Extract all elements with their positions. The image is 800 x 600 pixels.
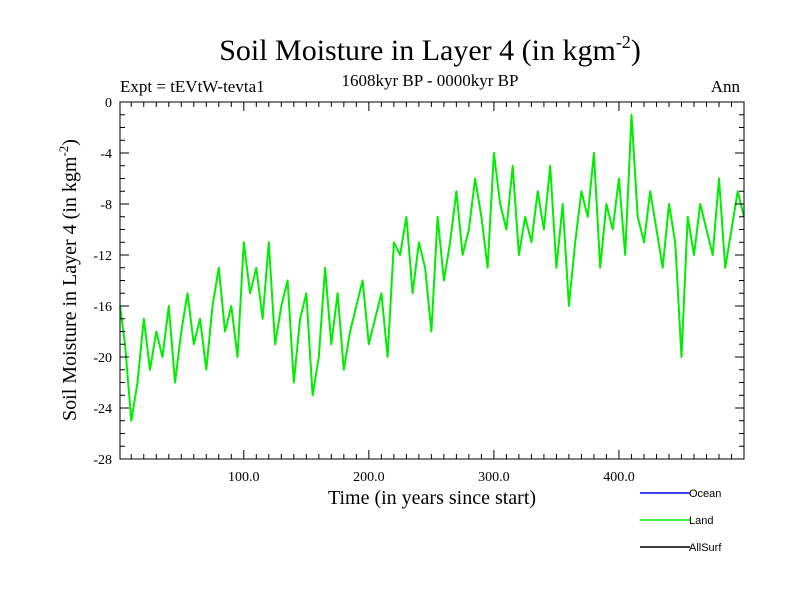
legend-label-land: Land [689, 515, 713, 527]
x-tick-label: 200.0 [353, 470, 385, 485]
experiment-label: Expt = tEVtW-tevta1 [120, 77, 265, 96]
y-tick-label: -20 [93, 351, 112, 366]
y-tick-label: -4 [100, 147, 112, 162]
period-label: Ann [711, 77, 741, 96]
legend-label-ocean: Ocean [689, 488, 721, 500]
legend: Ocean Land AllSurf [640, 488, 722, 554]
y-tick-label: -28 [93, 453, 112, 468]
y-tick-labels: 0 -4 -8 -12 -16 -20 -24 -28 [93, 96, 112, 468]
y-tick-label: -12 [93, 249, 112, 264]
y-tick-label: -16 [93, 300, 112, 315]
y-tick-label: 0 [105, 96, 112, 111]
x-tick-labels: 100.0 200.0 300.0 400.0 [228, 470, 635, 485]
plot-frame [119, 101, 745, 460]
x-tick-label: 400.0 [603, 470, 635, 485]
axis-ticks [120, 101, 744, 460]
y-tick-label: -8 [100, 198, 112, 213]
y-tick-label: -24 [93, 402, 112, 417]
x-tick-label: 300.0 [478, 470, 510, 485]
chart-title: Soil Moisture in Layer 4 (in kgm-2) [219, 32, 641, 67]
chart-subtitle: 1608kyr BP - 0000kyr BP [342, 71, 519, 90]
x-tick-label: 100.0 [228, 470, 260, 485]
legend-label-allsurf: AllSurf [689, 542, 722, 554]
x-axis-label: Time (in years since start) [328, 487, 536, 509]
y-axis-label: Soil Moisture in Layer 4 (in kgm-2) [56, 139, 81, 421]
series-line-land [119, 113, 745, 422]
